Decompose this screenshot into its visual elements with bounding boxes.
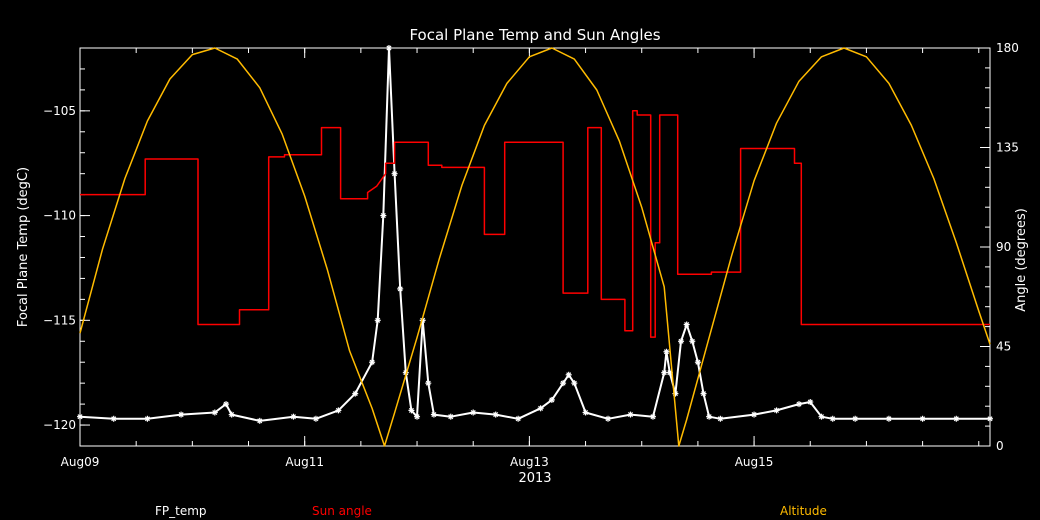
data-point [560,380,567,387]
y-left-tick-label: −110 [43,209,76,223]
data-point [447,413,454,420]
data-point [425,380,432,387]
y-left-tick-label: −115 [43,313,76,327]
data-point [492,411,499,418]
data-point [548,396,555,403]
plot-frame [79,47,991,447]
data-point [678,338,685,345]
y-axis-label-left: Focal Plane Temp (degC) [16,167,31,327]
data-point [380,212,387,219]
data-point [144,415,151,422]
data-point [571,380,578,387]
data-point [408,407,415,414]
data-point [773,407,780,414]
series-line-sun-angle [80,110,990,338]
data-point [919,415,926,422]
data-point [796,401,803,408]
data-point [582,409,589,416]
data-point [312,415,319,422]
data-point [374,317,381,324]
data-point [953,415,960,422]
series-layer [77,45,993,447]
y-left-tick-label: −120 [43,418,76,432]
legend-entry: Sun angle [312,504,372,518]
data-point [683,321,690,328]
data-point [397,285,404,292]
data-point [352,390,359,397]
data-point [717,415,724,422]
data-point [818,413,825,420]
y-right-tick-label: 135 [996,141,1019,155]
data-point [694,359,701,366]
series-line-altitude [79,47,991,447]
x-axis-label: 2013 [518,471,551,486]
data-point [256,417,263,424]
y-left-tick-label: −105 [43,104,76,118]
data-point [515,415,522,422]
data-point [391,170,398,177]
data-point [700,390,707,397]
data-point [565,371,572,378]
data-point [689,338,696,345]
data-point [649,413,656,420]
data-point [885,415,892,422]
data-point [430,411,437,418]
data-point [706,413,713,420]
data-point [807,399,814,406]
legend-entry: FP_temp [155,504,207,518]
data-point [228,411,235,418]
data-point [829,415,836,422]
data-point [385,45,392,51]
y-right-tick-label: 90 [996,240,1011,254]
axis-ticks: Aug09 Aug11 Aug13 Aug15 −120 −115 −110 −105 0 45 9… [43,41,1019,469]
y-right-tick-label: 45 [996,340,1011,354]
data-point [987,415,993,422]
data-point [751,411,758,418]
data-point [661,369,668,376]
data-point [110,415,117,422]
data-point [537,405,544,412]
data-point [663,348,670,355]
data-point [470,409,477,416]
data-point [369,359,376,366]
data-point [605,415,612,422]
x-tick-label: Aug11 [285,455,324,469]
data-point [414,413,421,420]
data-point [852,415,859,422]
y-right-tick-label: 0 [996,439,1004,453]
legend: FP_temp Sun angle Altitude [155,504,827,518]
legend-entry: Altitude [780,504,827,518]
data-point [223,401,230,408]
data-point [335,407,342,414]
y-axis-label-right: Angle (degrees) [1014,208,1029,312]
x-tick-label: Aug15 [735,455,774,469]
data-point [627,411,634,418]
x-tick-label: Aug09 [61,455,100,469]
series-line-fp-temp [79,47,990,422]
chart-title: Focal Plane Temp and Sun Angles [409,26,660,44]
data-point [77,413,83,420]
data-point [178,411,185,418]
y-right-tick-label: 180 [996,41,1019,55]
data-point [211,409,218,416]
x-tick-label: Aug13 [510,455,549,469]
data-point [290,413,297,420]
